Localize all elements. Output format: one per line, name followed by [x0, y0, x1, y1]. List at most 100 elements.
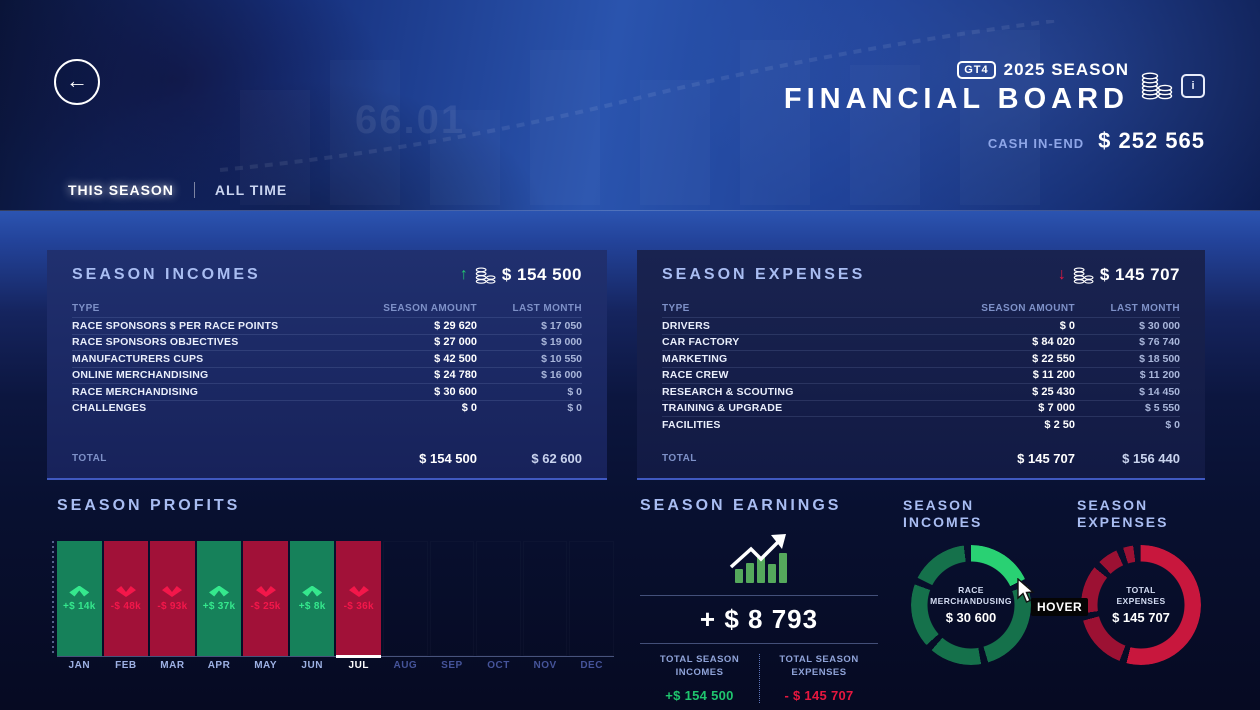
season-expenses-panel: SEASON EXPENSES ↓ $ 145 707 TYPE SEASON … — [637, 250, 1205, 480]
trend-chevron-icon — [256, 586, 276, 597]
trend-chevron-icon — [162, 586, 182, 597]
table-row: TRAINING & UPGRADE $ 7 000 $ 5 550 — [662, 399, 1180, 417]
incomes-donut-ring[interactable] — [911, 544, 1031, 665]
profit-month-bar: +$ 37k — [196, 541, 242, 656]
column-header-type: TYPE — [662, 302, 690, 314]
profit-month-bar: -$ 25k — [243, 541, 288, 656]
cursor-pointer-icon — [1017, 577, 1035, 603]
page-title: FINANCIAL BOARD — [783, 83, 1129, 115]
table-row: MARKETING $ 22 550 $ 18 500 — [662, 350, 1180, 367]
trend-down-arrow-icon: ↓ — [1057, 266, 1066, 283]
table-row: CAR FACTORY $ 84 020 $ 76 740 — [662, 333, 1180, 351]
column-header-last-month: LAST MONTH — [512, 302, 582, 314]
background-chart-graphic — [219, 20, 1061, 172]
table-row: RACE CREW $ 11 200 $ 11 200 — [662, 366, 1180, 384]
divider — [640, 643, 878, 644]
profit-month-label: AUG — [393, 660, 418, 671]
season-earnings-title: SEASON EARNINGS — [640, 497, 842, 514]
incomes-donut-center-label: RACE MERCHANDUSING $ 30 600 — [930, 584, 1012, 625]
table-row: MANUFACTURERS CUPS $ 42 500 $ 10 550 — [72, 350, 582, 367]
season-profits-chart: SEASON PROFITS +$ 14k -$ 48k — [52, 497, 614, 671]
incomes-table: TYPE SEASON AMOUNT LAST MONTH RACE SPONS… — [72, 299, 582, 416]
profit-month-label: OCT — [487, 660, 510, 671]
profit-month-label: NOV — [533, 660, 557, 671]
coins-icon — [1141, 72, 1173, 100]
incomes-donut-chart[interactable]: RACE MERCHANDUSING $ 30 600 — [911, 544, 1031, 665]
season-incomes-total-badge: $ 154 500 — [501, 265, 582, 284]
profit-month-bar: -$ 48k — [103, 541, 149, 656]
expenses-donut-ring[interactable] — [1081, 544, 1201, 665]
background-watermark: 66.01 — [355, 98, 466, 142]
profits-month-labels: JAN FEB MAR APR MAY JUN JUL — [57, 660, 614, 671]
profit-month-bar: -$ 93k — [150, 541, 195, 656]
column-header-season-amount: SEASON AMOUNT — [383, 302, 477, 314]
profit-month-bar — [476, 541, 521, 656]
coins-icon — [1073, 267, 1094, 284]
season-expenses-donut-widget: SEASON EXPENSES TOTAL EXPENSES $ 145 707 — [1077, 497, 1217, 665]
profit-month-label: MAR — [160, 660, 185, 671]
table-row: CHALLENGES $ 0 $ 0 — [72, 399, 582, 417]
trend-chevron-icon — [302, 585, 323, 597]
trend-chevron-icon — [209, 585, 230, 597]
season-incomes-title: SEASON INCOMES — [72, 266, 261, 283]
table-row: RACE SPONSORS $ PER RACE POINTS $ 29 620… — [72, 317, 582, 334]
table-row: DRIVERS $ 0 $ 30 000 — [662, 317, 1180, 334]
season-expenses-total-badge: $ 145 707 — [1099, 265, 1180, 284]
season-expenses-title: SEASON EXPENSES — [662, 266, 866, 283]
profit-month-bar — [383, 541, 428, 656]
table-row: ONLINE MERCHANDISING $ 24 780 $ 16 000 — [72, 366, 582, 384]
table-row: FACILITIES $ 2 50 $ 0 — [662, 416, 1180, 433]
profit-month-label: APR — [207, 660, 231, 671]
tab-divider — [193, 182, 195, 198]
profit-month-label: MAY — [254, 660, 277, 671]
expenses-donut-chart[interactable]: TOTAL EXPENSES $ 145 707 — [1081, 544, 1201, 665]
mouse-cursor: HOVER — [1016, 577, 1089, 616]
cash-in-end: CASH IN-END $ 252 565 — [988, 128, 1205, 154]
brand-logo: GT4 — [957, 61, 996, 79]
trend-chevron-icon — [116, 586, 136, 597]
total-season-expenses-value: - $ 145 707 — [784, 687, 854, 703]
trend-up-arrow-icon: ↑ — [459, 266, 468, 283]
info-icon[interactable]: i — [1181, 74, 1205, 98]
profit-month-bar — [569, 541, 614, 656]
profit-month-bar: -$ 36k — [336, 541, 382, 658]
expenses-total-row: TOTAL $ 145 707 $ 156 440 — [662, 451, 1180, 466]
profits-bars: +$ 14k -$ 48k -$ 93k — [52, 541, 614, 658]
coins-icon — [475, 267, 496, 284]
tab-this-season[interactable]: THIS SEASON — [68, 182, 174, 198]
season-earnings-widget: SEASON EARNINGS + $ 8 793 TOTAL SEASON I… — [640, 497, 878, 703]
cash-in-end-label: CASH IN-END — [987, 136, 1085, 151]
back-arrow-icon: ← — [66, 68, 88, 93]
trend-chevron-icon — [69, 585, 90, 597]
season-profits-title: SEASON PROFITS — [57, 497, 241, 514]
donut-expenses-title: SEASON EXPENSES — [1077, 497, 1169, 530]
total-season-expenses: TOTAL SEASON EXPENSES - $ 145 707 — [759, 654, 878, 703]
season-earnings-value: + $ 8 793 — [699, 604, 819, 634]
season-tabs: THIS SEASON ALL TIME — [68, 182, 287, 198]
hover-label: HOVER — [1031, 598, 1089, 616]
column-header-type: TYPE — [72, 302, 100, 314]
table-row: RACE SPONSORS OBJECTIVES $ 27 000 $ 19 0… — [72, 333, 582, 351]
profit-month-bar: +$ 8k — [289, 541, 335, 656]
title-block: GT4 2025 SEASON FINANCIAL BOARD i — [784, 60, 1205, 116]
profit-month-label: JAN — [68, 660, 91, 671]
active-month-underline — [336, 655, 382, 658]
header-banner: 66.01 ← GT4 2025 SEASON FINANCIAL BOARD … — [0, 0, 1260, 211]
total-season-incomes: TOTAL SEASON INCOMES +$ 154 500 — [640, 654, 759, 703]
season-incomes-donut-widget: SEASON INCOMES RACE MERCHANDUSING $ 30 6… — [903, 497, 1053, 665]
incomes-total-row: TOTAL $ 154 500 $ 62 600 — [72, 451, 582, 466]
tab-all-time[interactable]: ALL TIME — [214, 182, 288, 198]
profit-month-label: JUL — [348, 660, 369, 671]
expenses-donut-center-label: TOTAL EXPENSES $ 145 707 — [1112, 584, 1170, 625]
profit-month-label: JUN — [301, 660, 323, 671]
donut-incomes-title: SEASON INCOMES — [903, 497, 983, 530]
growth-chart-icon — [729, 534, 787, 583]
expenses-table: TYPE SEASON AMOUNT LAST MONTH DRIVERS $ … — [662, 299, 1180, 433]
profit-month-label: DEC — [580, 660, 603, 671]
divider — [640, 595, 878, 596]
back-button[interactable]: ← — [54, 59, 100, 105]
season-incomes-panel: SEASON INCOMES ↑ $ 154 500 TYPE SEASON A… — [47, 250, 607, 480]
profit-month-label: FEB — [115, 660, 137, 671]
profit-month-label: SEP — [441, 660, 463, 671]
table-row: RESEARCH & SCOUTING $ 25 430 $ 14 450 — [662, 383, 1180, 400]
